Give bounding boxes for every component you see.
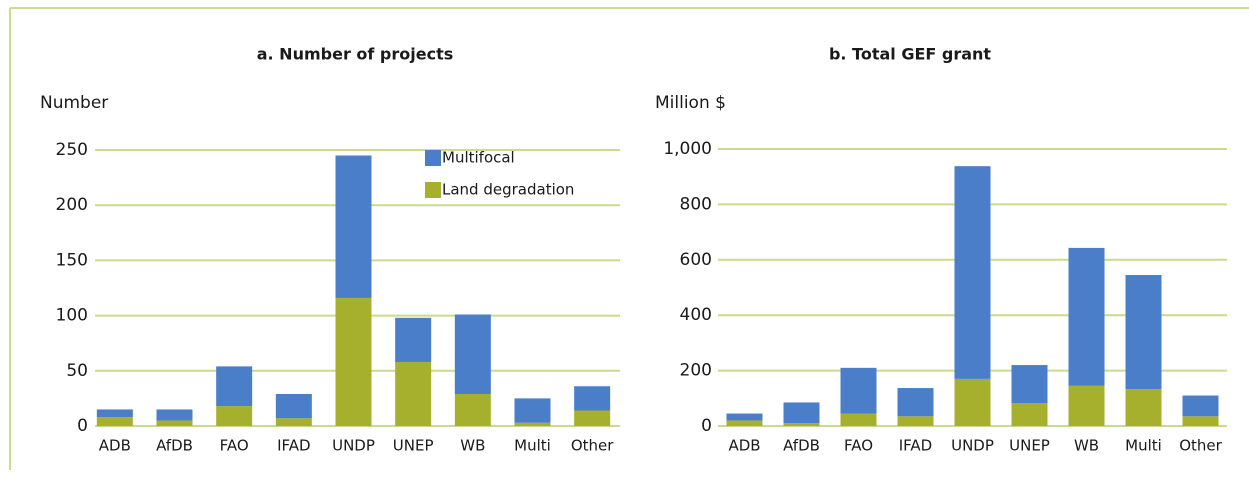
bar-segment xyxy=(335,297,372,426)
y-tick-label: 0 xyxy=(77,416,88,436)
bar-segment xyxy=(1125,389,1162,426)
bar-segment xyxy=(96,417,133,426)
y-tick-label: 50 xyxy=(66,361,88,381)
bar-segment xyxy=(395,317,432,362)
legend-swatch xyxy=(425,150,441,166)
bar-segment xyxy=(156,409,193,421)
bar-segment xyxy=(726,420,763,426)
x-tick-label: Multi xyxy=(514,437,551,455)
x-tick-label: ADB xyxy=(99,437,131,455)
x-tick-label: Other xyxy=(571,437,614,455)
bar-segment xyxy=(156,420,193,426)
x-tick-label: ADB xyxy=(728,437,760,455)
y-tick-label: 800 xyxy=(680,194,712,214)
bar-segment xyxy=(840,367,877,414)
bar-segment xyxy=(1068,385,1105,426)
y-tick-label: 400 xyxy=(680,305,712,325)
bar-segment xyxy=(275,393,312,419)
bar-segment xyxy=(514,422,551,426)
x-tick-label: FAO xyxy=(844,437,873,455)
bar-segment xyxy=(1182,416,1219,426)
x-tick-label: UNDP xyxy=(951,437,994,455)
x-tick-label: WB xyxy=(460,437,485,455)
y-axis-label: Number xyxy=(40,93,108,113)
x-tick-label: IFAD xyxy=(277,437,311,455)
x-tick-label: UNDP xyxy=(332,437,375,455)
bar-segment xyxy=(954,378,991,426)
legend-swatch xyxy=(425,182,441,198)
chart-title: a. Number of projects xyxy=(257,45,454,64)
chart-title: b. Total GEF grant xyxy=(829,45,991,64)
bar-segment xyxy=(514,398,551,423)
bar-segment xyxy=(1068,247,1105,386)
bar-segment xyxy=(574,386,611,411)
x-tick-label: AfDB xyxy=(783,437,820,455)
legend-label: Multifocal xyxy=(442,149,515,167)
bar-segment xyxy=(454,393,491,426)
legend-label: Land degradation xyxy=(442,181,574,199)
y-tick-label: 0 xyxy=(701,416,712,436)
x-tick-label: UNEP xyxy=(1009,437,1050,455)
x-tick-label: IFAD xyxy=(899,437,933,455)
y-tick-label: 250 xyxy=(56,140,88,160)
x-tick-label: FAO xyxy=(220,437,249,455)
bar-segment xyxy=(216,366,253,407)
bar-segment xyxy=(454,314,491,394)
bar-segment xyxy=(335,155,372,298)
bar-segment xyxy=(897,388,934,417)
bar-segment xyxy=(395,361,432,426)
y-tick-label: 200 xyxy=(56,195,88,215)
x-tick-label: Multi xyxy=(1125,437,1162,455)
y-tick-label: 200 xyxy=(680,361,712,381)
bar-segment xyxy=(216,406,253,426)
y-tick-label: 100 xyxy=(56,306,88,326)
y-tick-label: 600 xyxy=(680,250,712,270)
x-tick-label: Other xyxy=(1179,437,1222,455)
bar-segment xyxy=(275,418,312,426)
bar-segment xyxy=(1011,403,1048,426)
x-tick-label: WB xyxy=(1074,437,1099,455)
bar-segment xyxy=(1011,365,1048,404)
bar-segment xyxy=(726,413,763,421)
y-tick-label: 1,000 xyxy=(663,139,712,159)
bar-segment xyxy=(1125,275,1162,390)
bar-segment xyxy=(96,409,133,418)
bar-segment xyxy=(954,166,991,379)
y-axis-label: Million $ xyxy=(655,93,726,113)
x-tick-label: UNEP xyxy=(393,437,434,455)
y-tick-label: 150 xyxy=(56,250,88,270)
bar-segment xyxy=(897,416,934,426)
bar-segment xyxy=(840,413,877,426)
bar-segment xyxy=(1182,395,1219,417)
x-tick-label: AfDB xyxy=(156,437,193,455)
bar-segment xyxy=(574,410,611,426)
bar-segment xyxy=(783,423,820,426)
bar-segment xyxy=(783,402,820,424)
